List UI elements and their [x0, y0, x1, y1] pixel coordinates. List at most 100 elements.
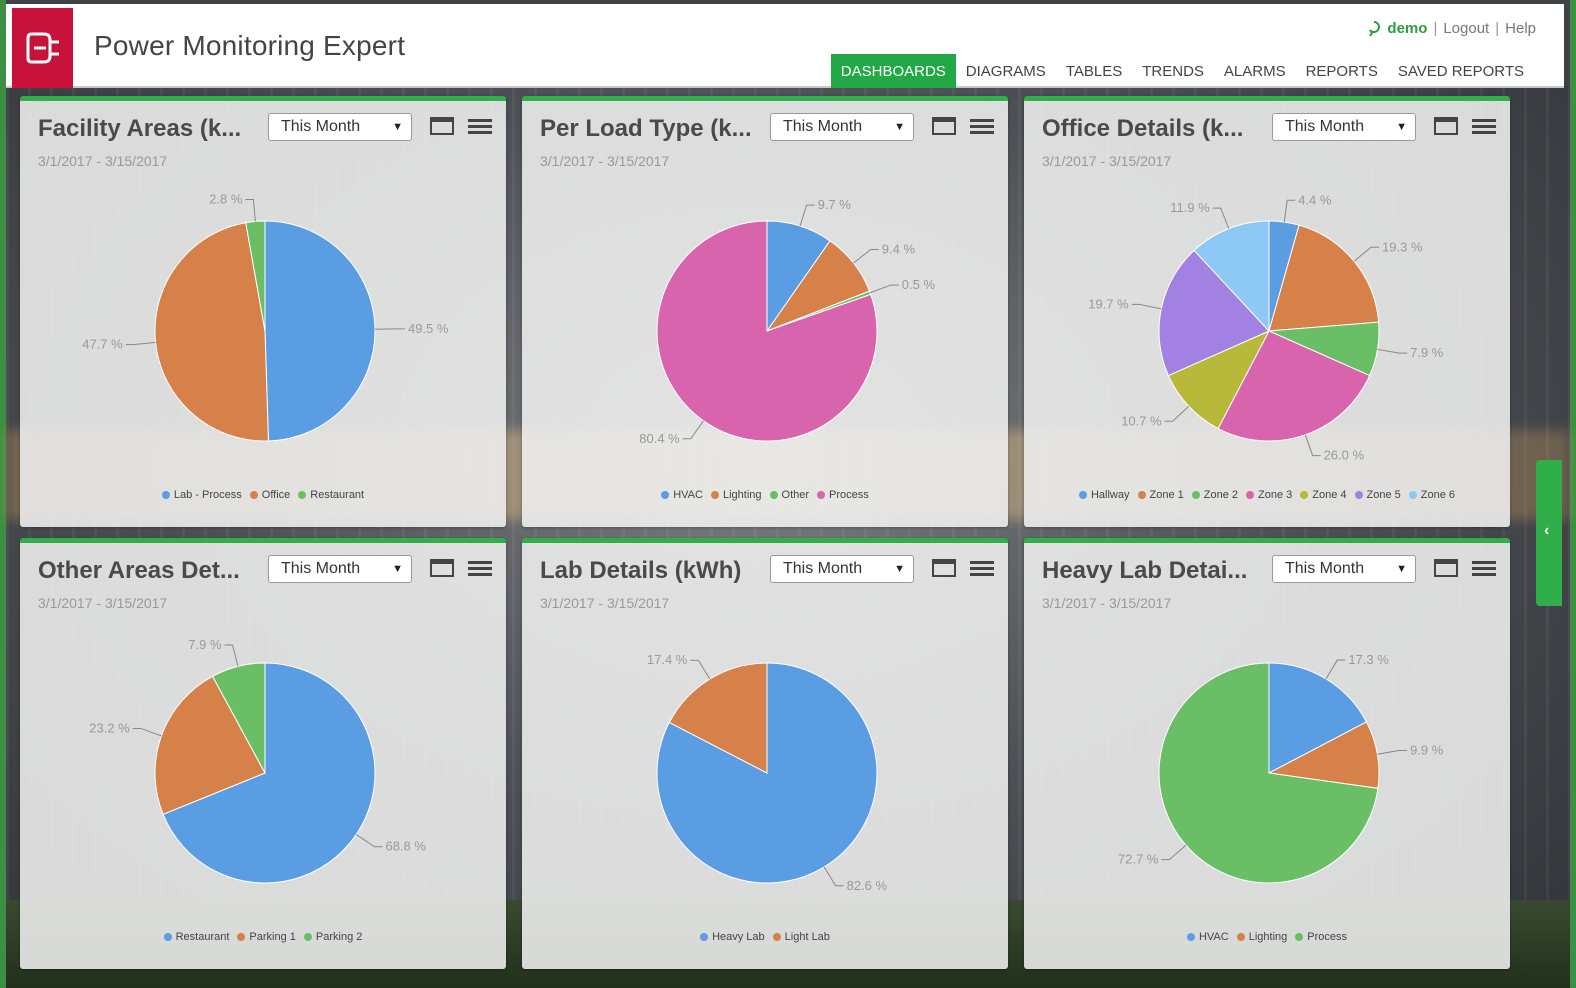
date-range-select[interactable]: This Month ▼: [1272, 555, 1416, 583]
dashboard-panel: Per Load Type (k... This Month ▼ 3/1/201…: [522, 96, 1008, 527]
pie-slice[interactable]: [1193, 220, 1270, 333]
pie-slice[interactable]: [245, 220, 266, 332]
menu-icon[interactable]: [1472, 116, 1496, 136]
pie-data-label: 17.3 %: [1348, 652, 1389, 667]
nav-alarms[interactable]: ALARMS: [1223, 63, 1286, 80]
date-range-select[interactable]: This Month ▼: [268, 555, 412, 583]
nav-trends[interactable]: TRENDS: [1142, 63, 1204, 80]
pie-chart: 17.3 % 9.9 % 72.7 %: [1118, 652, 1444, 884]
dropdown-caret-icon: ▼: [1396, 121, 1407, 133]
pie-slice[interactable]: [1217, 330, 1371, 442]
pie-label-connector: [682, 420, 704, 440]
menu-icon[interactable]: [468, 116, 492, 136]
date-range-select[interactable]: This Month ▼: [770, 113, 914, 141]
legend-item[interactable]: Light Lab: [772, 931, 830, 943]
pie-data-label: 80.4 %: [639, 431, 680, 446]
app-logo[interactable]: [12, 8, 73, 88]
pie-slice[interactable]: [1158, 662, 1379, 884]
pie-slice[interactable]: [154, 675, 266, 815]
legend-item[interactable]: Zone 4: [1300, 489, 1347, 501]
pie-slice[interactable]: [1158, 249, 1270, 377]
pie-chart: 4.4 % 19.3 % 7.9 % 26.0 % 10.7 % 19.7 % 11.9 %: [1088, 192, 1444, 462]
legend-item[interactable]: Office: [249, 489, 290, 501]
legend-item[interactable]: Lighting: [1236, 931, 1288, 943]
legend-item[interactable]: Other: [769, 489, 809, 501]
maximize-icon[interactable]: [430, 116, 454, 136]
user-name[interactable]: demo: [1387, 20, 1428, 37]
date-range-select[interactable]: This Month ▼: [770, 555, 914, 583]
legend-swatch: [710, 491, 719, 499]
legend-item[interactable]: Process: [817, 489, 869, 501]
nav-dashboards[interactable]: DASHBOARDS: [830, 54, 956, 88]
chart-legend: HVAC Lighting Process: [1024, 931, 1510, 943]
menu-icon[interactable]: [468, 558, 492, 578]
legend-swatch: [249, 491, 258, 499]
maximize-icon[interactable]: [1434, 558, 1458, 578]
menu-icon[interactable]: [970, 116, 994, 136]
legend-swatch: [1137, 491, 1146, 499]
legend-item[interactable]: HVAC: [661, 489, 703, 501]
logout-link[interactable]: Logout: [1443, 20, 1490, 37]
legend-item[interactable]: Restaurant: [163, 931, 229, 943]
pie-slice[interactable]: [162, 662, 376, 884]
date-range-select[interactable]: This Month ▼: [268, 113, 412, 141]
pie-label-connector: [1283, 199, 1296, 223]
legend-label: Restaurant: [310, 489, 365, 501]
legend-swatch: [1354, 491, 1363, 499]
legend-item[interactable]: Restaurant: [298, 489, 364, 501]
pie-label-connector: [1131, 303, 1162, 310]
legend-label: Lighting: [1248, 931, 1288, 943]
date-range-value: This Month: [1285, 560, 1365, 577]
pie-data-label: 7.9 %: [188, 637, 222, 652]
pie-data-label: 10.7 %: [1121, 413, 1162, 428]
pie-slice[interactable]: [264, 220, 376, 442]
date-range-value: This Month: [783, 118, 863, 135]
pie-slice[interactable]: [211, 662, 266, 774]
legend-item[interactable]: Hallway: [1078, 489, 1130, 501]
pie-data-label: 19.3 %: [1382, 239, 1423, 254]
chart-legend: Lab - Process Office Restaurant: [20, 489, 506, 501]
panel-date-range: 3/1/2017 - 3/15/2017: [540, 153, 670, 169]
panel-title: Other Areas Det...: [38, 557, 240, 584]
pie-data-label: 82.6 %: [847, 878, 888, 893]
nav-tables[interactable]: TABLES: [1065, 63, 1123, 80]
menu-icon[interactable]: [970, 558, 994, 578]
legend-item[interactable]: Zone 1: [1137, 489, 1184, 501]
pie-label-connector: [1161, 844, 1187, 861]
date-range-select[interactable]: This Month ▼: [1272, 113, 1416, 141]
legend-item[interactable]: Parking 2: [303, 931, 362, 943]
legend-item[interactable]: Zone 2: [1191, 489, 1238, 501]
maximize-icon[interactable]: [932, 558, 956, 578]
date-range-value: This Month: [1285, 118, 1365, 135]
menu-icon[interactable]: [1472, 558, 1496, 578]
chart-legend: Hallway Zone 1 Zone 2 Zone 3 Zone 4 Zone 5 Zon…: [1024, 489, 1510, 501]
chart-legend: HVAC Lighting Other Process: [522, 489, 1008, 501]
maximize-icon[interactable]: [430, 558, 454, 578]
help-link[interactable]: Help: [1505, 20, 1536, 37]
legend-item[interactable]: Heavy Lab: [700, 931, 765, 943]
nav-reports[interactable]: REPORTS: [1305, 63, 1378, 80]
maximize-icon[interactable]: [1434, 116, 1458, 136]
maximize-icon[interactable]: [932, 116, 956, 136]
legend-label: Parking 1: [249, 931, 296, 943]
panel-date-range: 3/1/2017 - 3/15/2017: [38, 595, 168, 611]
pie-label-connector: [125, 341, 156, 346]
pie-label-connector: [1304, 434, 1321, 457]
nav-diagrams[interactable]: DIAGRAMS: [965, 63, 1046, 80]
legend-item[interactable]: Lab - Process: [161, 489, 242, 501]
chart-legend: Restaurant Parking 1 Parking 2: [20, 931, 506, 943]
legend-item[interactable]: Process: [1295, 931, 1347, 943]
pie-label-connector: [1377, 348, 1408, 354]
legend-item[interactable]: Lighting: [710, 489, 762, 501]
legend-item[interactable]: Zone 3: [1246, 489, 1292, 501]
legend-swatch: [769, 491, 778, 499]
nav-saved-reports[interactable]: SAVED REPORTS: [1397, 63, 1524, 80]
legend-item[interactable]: Zone 5: [1354, 489, 1401, 501]
pie-slice[interactable]: [1167, 329, 1271, 430]
legend-label: HVAC: [673, 489, 703, 501]
legend-item[interactable]: HVAC: [1186, 931, 1229, 943]
legend-item[interactable]: Zone 6: [1408, 489, 1455, 501]
side-panel-toggle[interactable]: ‹: [1536, 460, 1562, 606]
legend-item[interactable]: Parking 1: [237, 931, 296, 943]
pie-label-connector: [823, 866, 844, 887]
